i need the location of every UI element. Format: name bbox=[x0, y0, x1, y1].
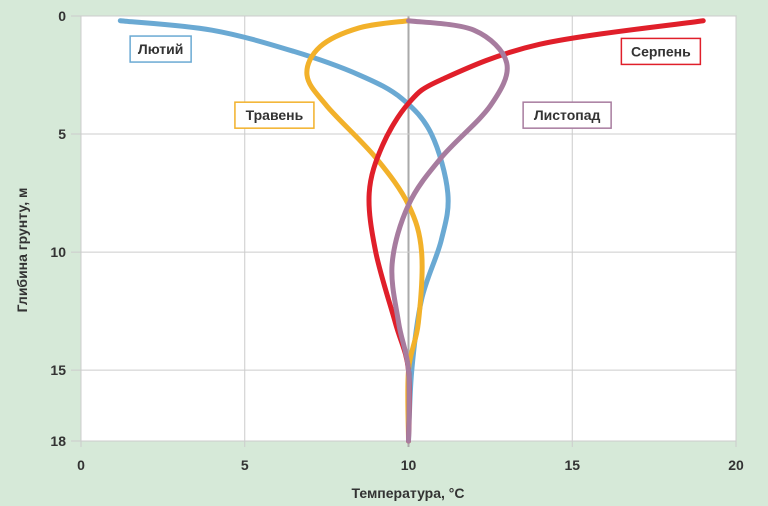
legend-label: Травень bbox=[246, 107, 304, 123]
series-line-Листопад bbox=[389, 18, 510, 444]
x-tick-label: 15 bbox=[564, 457, 580, 473]
y-tick-label: 0 bbox=[58, 8, 66, 24]
y-tick-label: 5 bbox=[58, 126, 66, 142]
legend-label: Лютий bbox=[138, 41, 184, 57]
x-axis-label: Температура, °C bbox=[351, 485, 464, 501]
y-tick-label: 15 bbox=[50, 362, 66, 378]
y-tick-label: 10 bbox=[50, 244, 66, 260]
legend-label: Листопад bbox=[534, 107, 601, 123]
x-tick-label: 20 bbox=[728, 457, 744, 473]
y-axis-label: Глибина грунту, м bbox=[14, 188, 30, 313]
x-tick-label: 10 bbox=[401, 457, 417, 473]
legend-box bbox=[620, 37, 702, 66]
x-tick-label: 5 bbox=[241, 457, 249, 473]
legend-box bbox=[522, 101, 612, 129]
legend-label: Серпень bbox=[631, 43, 691, 59]
x-tick-label: 0 bbox=[77, 457, 85, 473]
y-tick-label: 18 bbox=[50, 433, 66, 449]
legend-box bbox=[234, 101, 315, 129]
legend-box bbox=[129, 35, 192, 63]
